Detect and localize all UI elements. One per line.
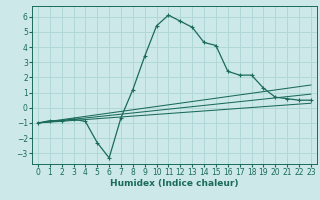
X-axis label: Humidex (Indice chaleur): Humidex (Indice chaleur) <box>110 179 239 188</box>
